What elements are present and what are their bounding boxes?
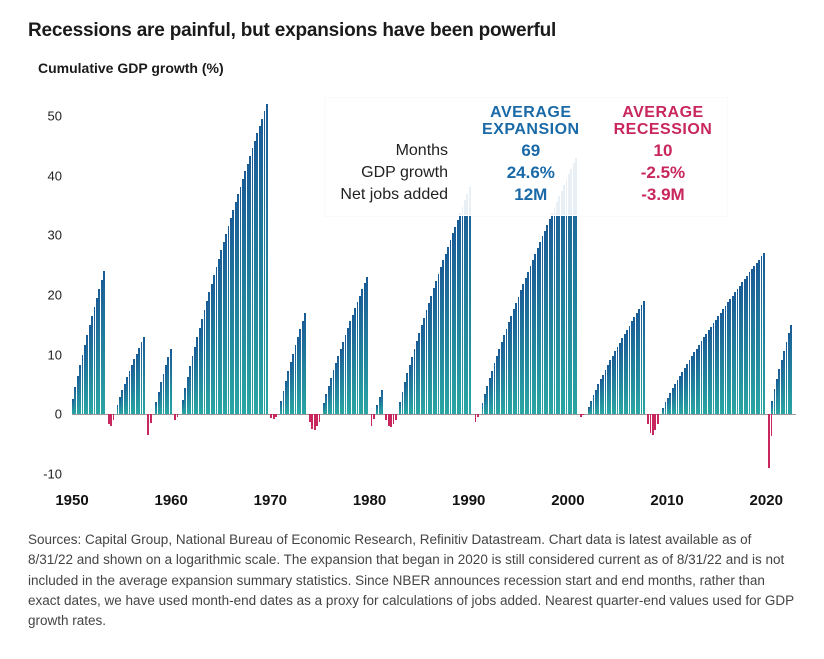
- x-tick-label: 1950: [55, 492, 88, 509]
- y-tick-label: -10: [43, 467, 62, 482]
- y-tick-label: 10: [48, 347, 62, 362]
- chart-page: Recessions are painful, but expansions h…: [0, 0, 824, 659]
- x-tick-label: 2020: [750, 492, 783, 509]
- expansion-bar: [366, 277, 368, 414]
- x-tick-label: 1970: [254, 492, 287, 509]
- recession-bar: [319, 414, 321, 421]
- x-tick-label: 1990: [452, 492, 485, 509]
- recession-bar: [657, 414, 659, 424]
- x-tick-label: 2000: [551, 492, 584, 509]
- expansion-bar: [790, 325, 792, 415]
- legend-value-recession: 10: [614, 141, 713, 161]
- chart-area: -10 0 10 20 30 40 50 1950 1960 1970 1980 1990 2000 2…: [28, 86, 796, 516]
- recession-bar: [177, 414, 179, 416]
- y-tick-label: 30: [48, 228, 62, 243]
- recession-bar: [113, 414, 115, 420]
- x-tick-label: 1980: [353, 492, 386, 509]
- expansion-bar: [763, 253, 765, 414]
- recession-bar: [477, 414, 479, 417]
- legend-header-recession: AVERAGE RECESSION: [614, 105, 713, 139]
- x-tick-label: 1960: [154, 492, 187, 509]
- x-axis: 19501960197019801990200020102020: [72, 488, 796, 516]
- expansion-bar: [304, 313, 306, 414]
- summary-legend: AVERAGE EXPANSION AVERAGE RECESSION Mont…: [325, 98, 727, 216]
- expansion-bar: [170, 349, 172, 415]
- expansion-bar: [103, 271, 105, 414]
- zero-line: [72, 414, 796, 415]
- y-tick-label: 50: [48, 108, 62, 123]
- recession-bar: [373, 414, 375, 419]
- expansion-bar: [643, 301, 645, 414]
- legend-value-recession: -2.5%: [614, 163, 713, 183]
- legend-table: AVERAGE EXPANSION AVERAGE RECESSION Mont…: [340, 105, 712, 205]
- y-tick-label: 20: [48, 287, 62, 302]
- y-tick-label: 0: [55, 407, 62, 422]
- legend-row-label: Net jobs added: [340, 186, 448, 204]
- legend-header-expansion: AVERAGE EXPANSION: [482, 105, 580, 139]
- legend-value-expansion: 24.6%: [482, 163, 580, 183]
- legend-value-recession: -3.9M: [614, 185, 713, 205]
- legend-value-expansion: 69: [482, 141, 580, 161]
- expansion-bar: [143, 337, 145, 415]
- y-axis: -10 0 10 20 30 40 50: [28, 86, 68, 516]
- legend-row-label: GDP growth: [340, 164, 448, 182]
- y-axis-title: Cumulative GDP growth (%): [38, 60, 796, 76]
- recession-bar: [275, 414, 277, 416]
- y-tick-label: 40: [48, 168, 62, 183]
- expansion-bar: [381, 390, 383, 414]
- legend-value-expansion: 12M: [482, 185, 580, 205]
- recession-bar: [771, 414, 773, 435]
- page-title: Recessions are painful, but expansions h…: [28, 20, 796, 42]
- expansion-bar: [469, 187, 471, 414]
- recession-bar: [395, 414, 397, 420]
- recession-bar: [150, 414, 152, 422]
- recession-bar: [582, 414, 584, 415]
- expansion-bar: [266, 104, 268, 414]
- x-tick-label: 2010: [650, 492, 683, 509]
- source-footnote: Sources: Capital Group, National Bureau …: [28, 530, 796, 631]
- legend-row-label: Months: [340, 142, 448, 160]
